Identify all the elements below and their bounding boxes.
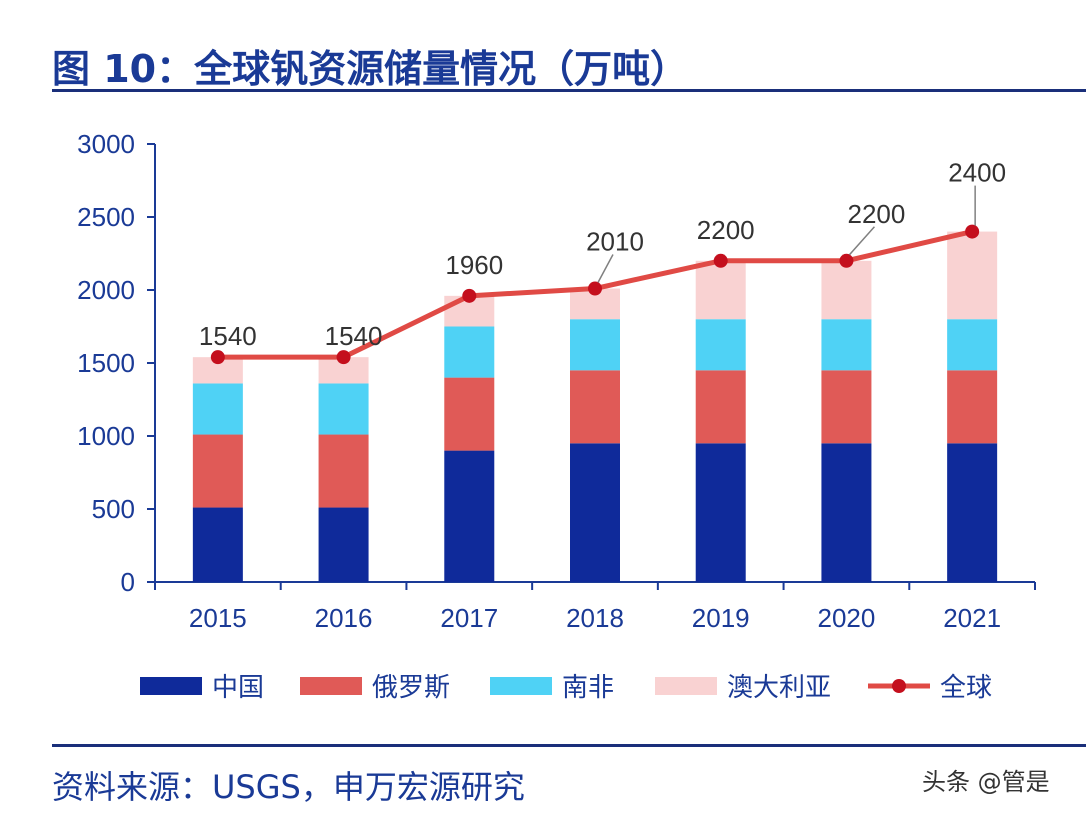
bar-segment [570,443,620,582]
data-label: 2010 [586,227,644,257]
bar-segment [318,434,369,508]
legend-marker [892,679,906,693]
legend-swatch [490,677,552,695]
legend-label: 南非 [562,673,614,703]
bar-segment [192,383,243,435]
data-label: 1540 [199,321,257,351]
data-label: 2200 [697,215,755,245]
line-point [713,253,728,268]
x-tick-label: 2020 [818,603,876,633]
x-tick-label: 2019 [692,603,750,633]
bar-segment [695,443,746,582]
x-tick-label: 2018 [566,603,624,633]
bar-segment [695,370,746,444]
y-tick-label: 2000 [77,275,135,305]
chart-axes: 0 500 1000 1500 2000 2500 3000 2015 2016 2017 2018… [77,129,1036,633]
legend-swatch [655,677,717,695]
bar-segment [821,319,872,371]
y-tick-label: 3000 [77,129,135,159]
y-tick-label: 0 [121,567,135,597]
source-note: 资料来源：USGS，申万宏源研究 [52,768,525,806]
legend-label: 澳大利亚 [727,673,831,703]
data-label: 1540 [325,321,383,351]
bar-line-chart: 0 500 1000 1500 2000 2500 3000 2015 2016 2017 2018… [77,129,1036,703]
data-labels-group: 1540 1540 1960 2010 2200 2200 2400 [199,158,1006,352]
bar-segment [821,260,872,320]
line-series-group [210,224,980,365]
bar-segment [318,383,369,435]
y-tick-label: 1000 [77,421,135,451]
data-label: 2400 [948,158,1006,188]
data-label-leader [597,254,614,283]
line-point [336,350,351,365]
bar-segment [192,434,243,508]
legend-swatch [140,677,202,695]
bar-segment [192,507,243,582]
bar-segment [821,443,872,582]
bar-segment [821,370,872,444]
legend-swatch [300,677,362,695]
legend-label: 全球 [940,673,992,703]
y-tick-label: 1500 [77,348,135,378]
line-point [588,281,602,296]
data-label: 2200 [848,199,906,229]
chart-title: 图 10：全球钒资源储量情况（万吨） [52,47,689,91]
data-label: 1960 [445,250,503,280]
bar-series-group [192,231,998,582]
bar-segment [318,507,369,582]
line-point [839,253,854,268]
data-label-leader [848,226,875,256]
bar-segment [570,319,620,371]
x-tick-label: 2016 [315,603,373,633]
line-point [462,288,477,303]
line-point [210,350,225,365]
bar-segment [695,319,746,371]
legend: 中国 俄罗斯 南非 澳大利亚 全球 [140,673,992,703]
bar-segment [947,231,998,320]
legend-label: 中国 [212,673,264,703]
bar-segment [444,450,495,582]
bar-segment [695,260,746,320]
bar-segment [947,319,998,371]
legend-label: 俄罗斯 [372,673,450,703]
bar-segment [444,326,495,378]
bar-segment [947,370,998,444]
bar-segment [444,377,495,451]
bar-segment [570,370,620,444]
line-point [965,224,980,239]
x-tick-label: 2021 [943,603,1001,633]
y-tick-label: 2500 [77,202,135,232]
bar-segment [947,443,998,582]
watermark-text: 头条 @管是 [922,768,1050,796]
title-divider [52,89,1086,92]
x-tick-label: 2017 [440,603,498,633]
x-tick-label: 2015 [189,603,247,633]
footer-divider [52,744,1086,747]
y-tick-label: 500 [92,494,135,524]
